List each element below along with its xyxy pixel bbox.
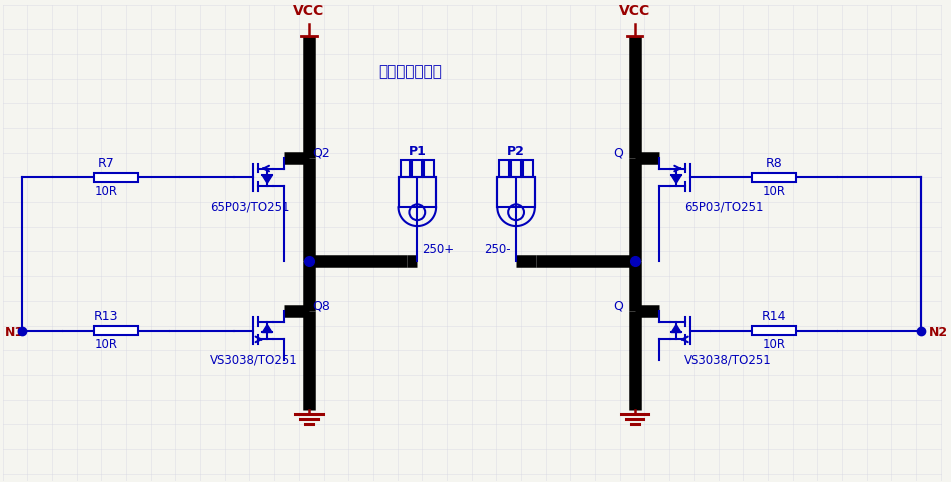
Bar [752, 326, 796, 335]
Text: 10R: 10R [763, 185, 786, 198]
Bar [499, 160, 509, 177]
Bar [497, 177, 534, 207]
Text: Q: Q [612, 299, 623, 312]
Text: P2: P2 [507, 145, 525, 158]
Polygon shape [262, 324, 272, 333]
Bar [413, 160, 422, 177]
Bar [398, 177, 437, 207]
Text: VS3038/TO251: VS3038/TO251 [684, 354, 771, 367]
Text: R13: R13 [94, 310, 119, 323]
Text: 250-: 250- [484, 243, 511, 256]
Polygon shape [262, 175, 272, 183]
Text: 走线要求短、粗: 走线要求短、粗 [378, 64, 441, 79]
Text: N2: N2 [929, 326, 948, 339]
Text: 65P03/TO251: 65P03/TO251 [684, 201, 764, 214]
Text: P1: P1 [408, 145, 426, 158]
Text: VCC: VCC [293, 4, 324, 18]
Polygon shape [671, 175, 681, 183]
Text: Q: Q [612, 146, 623, 159]
Text: R7: R7 [98, 157, 115, 170]
Text: Q8: Q8 [313, 299, 331, 312]
Bar [94, 173, 138, 182]
Bar [424, 160, 434, 177]
Bar [94, 326, 138, 335]
Text: 10R: 10R [763, 338, 786, 351]
Text: VCC: VCC [619, 4, 650, 18]
Bar [400, 160, 411, 177]
Polygon shape [671, 324, 681, 333]
Text: N1: N1 [5, 326, 24, 339]
Text: 10R: 10R [95, 338, 118, 351]
Bar [523, 160, 533, 177]
Bar [511, 160, 521, 177]
Text: VS3038/TO251: VS3038/TO251 [210, 354, 298, 367]
Text: R8: R8 [766, 157, 783, 170]
Text: R14: R14 [762, 310, 786, 323]
Text: 250+: 250+ [422, 243, 455, 256]
Text: Q2: Q2 [313, 146, 330, 159]
Text: 10R: 10R [95, 185, 118, 198]
Text: 65P03/TO251: 65P03/TO251 [210, 201, 289, 214]
Bar [752, 173, 796, 182]
